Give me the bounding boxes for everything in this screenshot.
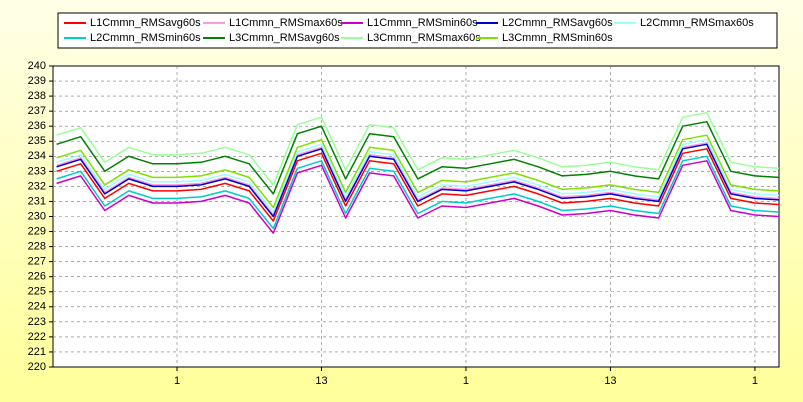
y-tick-label: 226 bbox=[28, 271, 46, 283]
x-tick-label: 1 bbox=[174, 375, 180, 387]
series-line bbox=[56, 120, 780, 195]
lines bbox=[56, 111, 780, 234]
y-tick-label: 233 bbox=[28, 165, 46, 177]
legend-entries: L1Cmmn_RMSavg60s L1Cmmn_RMSmax60s L1Cmmn_R… bbox=[64, 17, 754, 44]
legend-label: L3Cmmn_RMSmax60s bbox=[367, 32, 481, 44]
y-tick-label: 227 bbox=[28, 256, 46, 268]
y-tick-label: 231 bbox=[28, 195, 46, 207]
x-tick-label: 13 bbox=[604, 375, 616, 387]
x-tick-label: 13 bbox=[315, 375, 327, 387]
series-line bbox=[56, 134, 780, 209]
y-tick-label: 220 bbox=[28, 361, 46, 373]
y-tick-label: 232 bbox=[28, 180, 46, 192]
series-line bbox=[56, 155, 780, 230]
legend-label: L1Cmmn_RMSmax60s bbox=[229, 17, 343, 29]
y-tick-label: 235 bbox=[28, 135, 46, 147]
y-tick-label: 228 bbox=[28, 241, 46, 253]
y-tick-label: 223 bbox=[28, 316, 46, 328]
y-tick-label: 240 bbox=[28, 60, 46, 72]
legend-label: L2Cmmn_RMSmax60s bbox=[640, 17, 754, 29]
legend-label: L1Cmmn_RMSmin60s bbox=[367, 17, 478, 29]
legend-label: L2Cmmn_RMSavg60s bbox=[502, 17, 613, 29]
y-tick-label: 237 bbox=[28, 105, 46, 117]
y-tick-label: 236 bbox=[28, 120, 46, 132]
grid bbox=[49, 65, 779, 371]
series-line bbox=[56, 160, 780, 234]
legend-label: L2Cmmn_RMSmin60s bbox=[90, 32, 201, 44]
y-tick-label: 239 bbox=[28, 75, 46, 87]
series-line bbox=[56, 148, 780, 222]
legend bbox=[57, 12, 778, 49]
legend-label: L3Cmmn_RMSavg60s bbox=[229, 32, 340, 44]
series-line bbox=[56, 143, 780, 218]
x-tick-label: 1 bbox=[463, 375, 469, 387]
y-tick-label: 229 bbox=[28, 225, 46, 237]
y-tick-label: 225 bbox=[28, 286, 46, 298]
y-tick-label: 238 bbox=[28, 90, 46, 102]
series-line bbox=[56, 138, 780, 213]
y-tick-label: 234 bbox=[28, 150, 46, 162]
y-tick-label: 224 bbox=[28, 301, 46, 313]
y-tick-label: 221 bbox=[28, 346, 46, 358]
legend-label: L3Cmmn_RMSmin60s bbox=[502, 32, 613, 44]
x-tick-label: 1 bbox=[752, 375, 758, 387]
legend-label: L1Cmmn_RMSavg60s bbox=[90, 17, 201, 29]
y-tick-label: 222 bbox=[28, 331, 46, 343]
y-tick-label: 230 bbox=[28, 210, 46, 222]
labels: 220 221 222 223 224 225 226 227 228 229 230 231 232 2… bbox=[28, 60, 758, 387]
series-line bbox=[56, 111, 780, 186]
